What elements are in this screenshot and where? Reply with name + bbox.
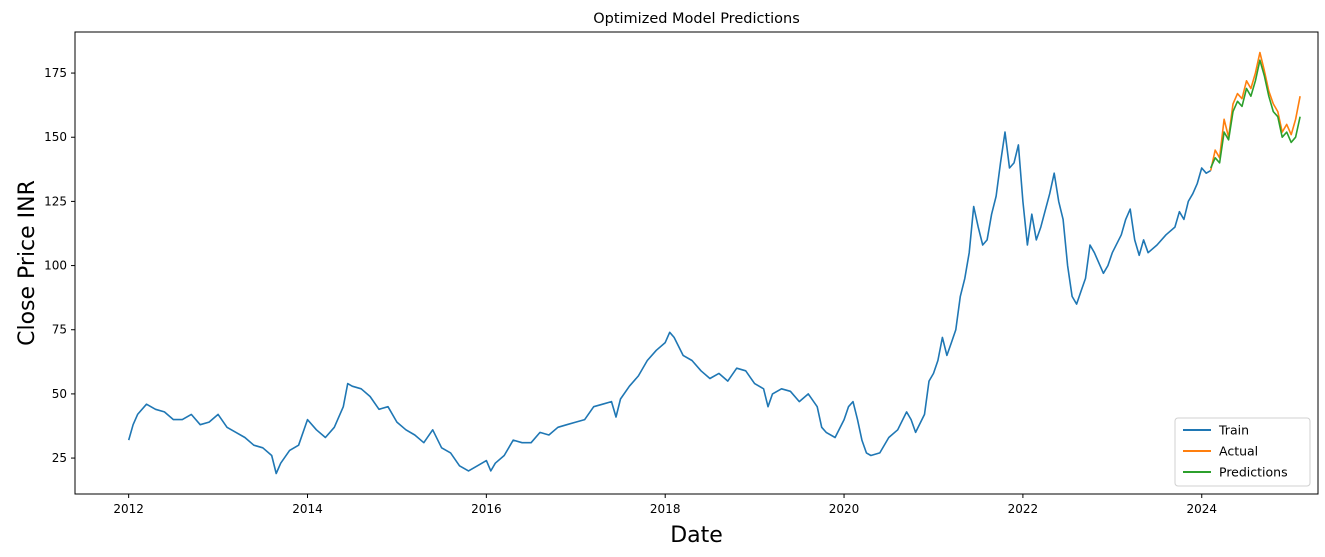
legend-label: Actual: [1219, 444, 1258, 459]
y-tick-label: 175: [44, 66, 67, 80]
x-tick-label: 2024: [1186, 502, 1217, 516]
series-line-train: [127, 131, 1212, 475]
legend-label: Predictions: [1219, 465, 1288, 480]
legend: Train Actual Predictions: [1174, 417, 1311, 487]
legend-label: Train: [1218, 423, 1249, 438]
x-axis-label: Date: [670, 523, 723, 548]
legend-box: [1174, 417, 1311, 487]
plot-lines: [127, 51, 1301, 475]
x-tick-label: 2022: [1008, 502, 1039, 516]
y-tick-label: 25: [52, 451, 67, 465]
series-line-actual: [1209, 51, 1301, 171]
x-tick-label: 2020: [829, 502, 860, 516]
x-tick-label: 2012: [113, 502, 144, 516]
x-tick-label: 2016: [471, 502, 502, 516]
y-tick-label: 75: [52, 323, 67, 337]
y-tick-label: 100: [44, 259, 67, 273]
x-tick-label: 2014: [292, 502, 323, 516]
chart-title: Optimized Model Predictions: [593, 11, 800, 27]
y-tick-label: 50: [52, 387, 67, 401]
series-line-predictions: [1209, 59, 1301, 169]
y-axis: 25 50 75 100 125 150 175: [44, 66, 75, 465]
y-tick-label: 150: [44, 130, 67, 144]
plot-frame: [74, 31, 1319, 495]
y-tick-label: 125: [44, 194, 67, 208]
x-tick-label: 2018: [650, 502, 681, 516]
y-axis-label: Close Price INR: [15, 180, 40, 346]
x-axis: 2012 2014 2016 2018 2020 2022 2024: [113, 494, 1217, 516]
